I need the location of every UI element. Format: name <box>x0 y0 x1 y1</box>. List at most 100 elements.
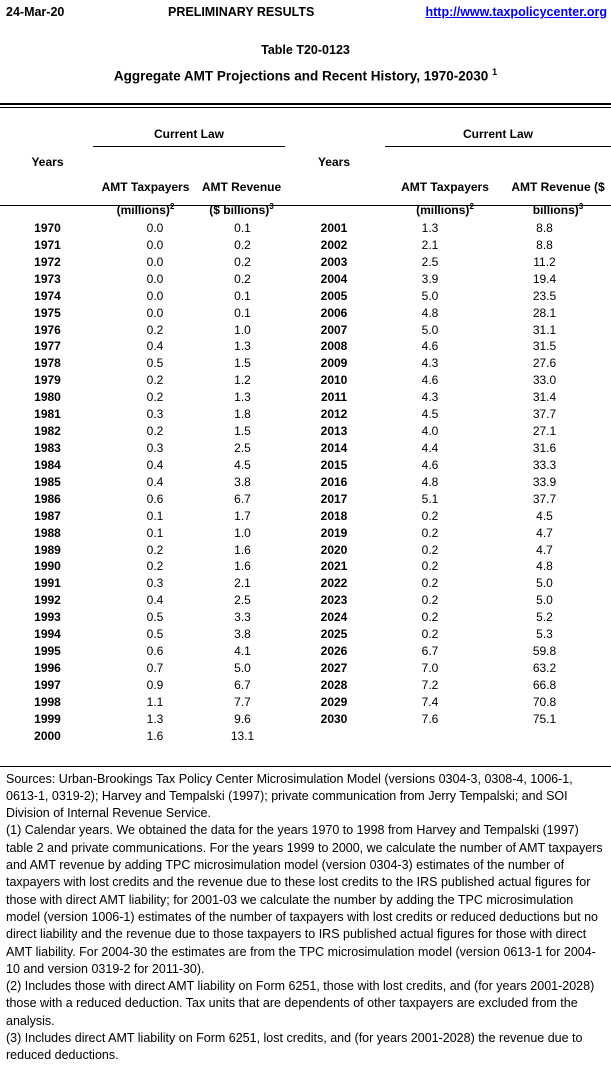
amt-taxpayers-cell: 0.4 <box>146 474 164 489</box>
amt-taxpayers-cell: 0.3 <box>146 576 164 591</box>
amt-revenue-cell: 31.1 <box>532 322 557 337</box>
year-cell: 2003 <box>320 254 348 269</box>
amt-taxpayers-cell: 7.2 <box>421 677 439 692</box>
amt-revenue-cell: 28.1 <box>532 305 557 320</box>
year-cell: 1994 <box>34 627 61 642</box>
table-row-1977: 1977 0.4 1.3 <box>0 338 300 355</box>
amt-taxpayers-cell: 0.3 <box>146 407 164 422</box>
amt-revenue-cell: 8.8 <box>536 221 553 235</box>
left-subheaders: AMT Taxpayers (millions)2 AMT Revenue ($… <box>93 177 285 220</box>
amt-revenue-cell: 33.9 <box>532 474 557 489</box>
amt-taxpayers-cell: 1.3 <box>421 221 439 235</box>
main-title-footnote-ref: 1 <box>492 67 498 77</box>
amt-taxpayers-cell: 0.2 <box>421 542 439 557</box>
right-subheaders: AMT Taxpayers (millions)2 AMT Revenue ($… <box>385 177 611 220</box>
amt-revenue-cell: 1.6 <box>234 542 251 557</box>
footnote-3: (3) Includes direct AMT liability on For… <box>6 1031 583 1063</box>
amt-taxpayers-cell: 0.1 <box>146 508 164 523</box>
amt-taxpayers-cell: 0.6 <box>146 491 164 506</box>
footnote-ref-2: 2 <box>469 202 474 211</box>
amt-taxpayers-cell: 0.2 <box>421 576 439 591</box>
year-cell: 1998 <box>34 694 61 709</box>
amt-taxpayers-header-left: AMT Taxpayers (millions)2 <box>93 177 198 220</box>
amt-revenue-cell: 33.0 <box>532 373 557 388</box>
amt-revenue-cell: 75.1 <box>532 711 557 726</box>
year-cell: 1997 <box>34 677 61 692</box>
amt-taxpayers-line2: (millions)2 <box>93 197 198 220</box>
left-table-header: Years Current Law AMT Taxpayers (million… <box>0 108 300 217</box>
amt-revenue-cell: 5.2 <box>536 610 553 625</box>
amt-revenue-cell: 27.1 <box>532 424 557 439</box>
year-cell: 2019 <box>320 525 348 540</box>
amt-taxpayers-cell: 0.2 <box>146 322 164 337</box>
amt-taxpayers-cell: 0.2 <box>146 542 164 557</box>
table-row-2030: 2030 7.6 75.1 <box>300 711 611 728</box>
amt-taxpayers-cell: 4.8 <box>421 474 439 489</box>
footnote-1: (1) Calendar years. We obtained the data… <box>6 823 603 976</box>
taxpolicycenter-link[interactable]: http://www.taxpolicycenter.org <box>425 5 607 19</box>
year-cell: 1996 <box>34 660 61 675</box>
amt-taxpayers-cell: 0.2 <box>421 610 439 625</box>
amt-taxpayers-cell: 5.0 <box>421 288 439 303</box>
amt-revenue-cell: 2.5 <box>234 593 251 608</box>
table-row-1985: 1985 0.4 3.8 <box>0 474 300 491</box>
table-row-2015: 2015 4.6 33.3 <box>300 457 611 474</box>
year-cell: 2015 <box>320 457 348 472</box>
year-cell: 1988 <box>34 525 61 540</box>
year-cell: 2018 <box>320 508 348 523</box>
amt-revenue-cell: 11.2 <box>533 254 556 269</box>
amt-revenue-cell: 2.5 <box>234 440 251 455</box>
table-row-2009: 2009 4.3 27.6 <box>300 355 611 372</box>
year-cell: 2006 <box>320 305 348 320</box>
table-body: 1970 0.0 0.1 1971 0.0 0.2 1972 0.0 0.2 1973 0.0 0.2… <box>0 220 611 745</box>
year-cell: 2012 <box>320 407 348 422</box>
amt-revenue-cell: 0.1 <box>234 288 251 303</box>
amt-taxpayers-cell: 0.5 <box>146 627 164 642</box>
year-cell: 1970 <box>34 221 61 235</box>
amt-taxpayers-cell: 4.3 <box>421 390 439 405</box>
amt-revenue-cell: 1.3 <box>234 339 251 354</box>
amt-revenue-cell: 4.5 <box>536 508 553 523</box>
top-double-rule <box>0 102 611 108</box>
table-number-title: Table T20-0123 <box>261 43 350 57</box>
table-row-2006: 2006 4.8 28.1 <box>300 305 611 322</box>
year-cell: 1990 <box>34 559 61 574</box>
amt-taxpayers-cell: 1.6 <box>146 728 164 743</box>
table-row-1989: 1989 0.2 1.6 <box>0 542 300 559</box>
table-row-2010: 2010 4.6 33.0 <box>300 372 611 389</box>
table-row-1970: 1970 0.0 0.1 <box>0 220 300 237</box>
amt-taxpayers-cell: 0.0 <box>146 254 164 269</box>
amt-taxpayers-cell: 4.6 <box>421 457 439 472</box>
year-cell: 1981 <box>34 407 61 422</box>
amt-revenue-cell: 5.0 <box>536 593 553 608</box>
table-row-1994: 1994 0.5 3.8 <box>0 626 300 643</box>
amt-taxpayers-cell: 4.0 <box>421 424 439 439</box>
amt-taxpayers-cell: 0.0 <box>146 288 164 303</box>
table-row-2026: 2026 6.7 59.8 <box>300 643 611 660</box>
sources-note: Sources: Urban-Brookings Tax Policy Cent… <box>6 771 573 821</box>
amt-revenue-cell: 0.1 <box>234 305 251 320</box>
table-row-1987: 1987 0.1 1.7 <box>0 508 300 525</box>
amt-taxpayers-cell: 0.4 <box>146 457 164 472</box>
year-cell: 1992 <box>34 593 61 608</box>
amt-revenue-cell: 70.8 <box>532 694 557 709</box>
amt-revenue-cell: 63.2 <box>532 660 557 675</box>
table-row-2012: 2012 4.5 37.7 <box>300 406 611 423</box>
footnote-ref-3: 3 <box>578 202 584 211</box>
amt-revenue-line1: AMT Revenue <box>201 180 282 194</box>
amt-revenue-cell: 6.7 <box>234 677 251 692</box>
right-table-rows: 2001 1.3 8.8 2002 2.1 8.8 2003 2.5 11.2 2004 3.9 19… <box>300 220 611 745</box>
amt-taxpayers-cell: 0.2 <box>421 559 439 574</box>
amt-revenue-cell: 1.0 <box>234 322 251 337</box>
amt-taxpayers-cell: 0.3 <box>146 440 164 455</box>
year-cell: 2004 <box>320 271 348 286</box>
amt-revenue-cell: 2.1 <box>234 576 251 591</box>
amt-taxpayers-cell: 7.4 <box>421 694 439 709</box>
amt-taxpayers-cell: 0.0 <box>146 237 164 252</box>
top-header-bar: 24-Mar-20 PRELIMINARY RESULTS http://www… <box>0 0 611 26</box>
amt-taxpayers-cell: 0.5 <box>146 356 164 371</box>
amt-taxpayers-header-right: AMT Taxpayers (millions)2 <box>385 177 505 220</box>
year-cell: 2002 <box>320 237 348 252</box>
amt-revenue-cell: 0.2 <box>234 237 251 252</box>
year-cell: 1995 <box>34 644 61 659</box>
